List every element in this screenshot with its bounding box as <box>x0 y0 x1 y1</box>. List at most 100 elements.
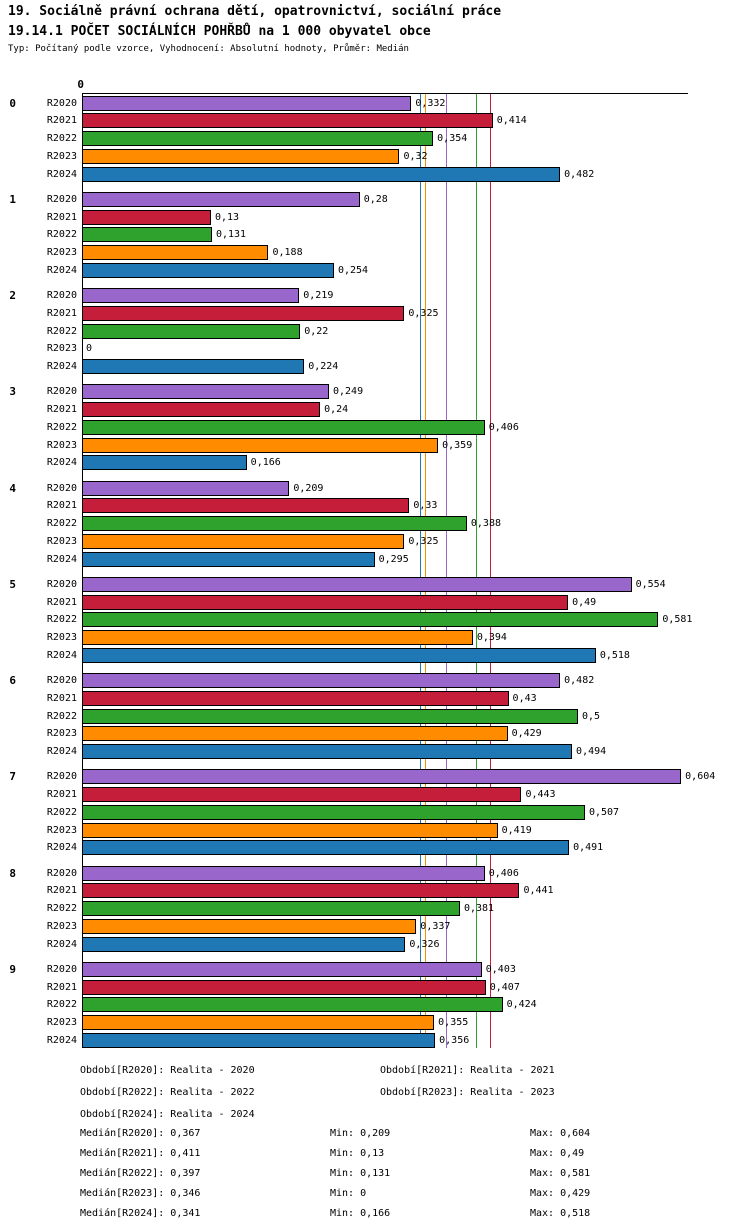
legend-item: Období[R2021]: Realita - 2021 <box>380 1065 555 1076</box>
bar-r2021 <box>82 113 493 129</box>
bar-r2020 <box>82 576 632 592</box>
bar-value-label: 0,406 <box>488 421 519 433</box>
chart-subtitle: Typ: Počítaný podle vzorce, Vyhodnocení:… <box>8 44 409 54</box>
stat-max: Max: 0,581 <box>530 1168 591 1179</box>
series-label: R2023 <box>46 632 77 643</box>
series-label: R2023 <box>46 150 77 162</box>
stat-min: Min: 0,131 <box>330 1168 391 1179</box>
bar-r2020 <box>82 191 360 207</box>
series-label: R2021 <box>46 307 77 319</box>
series-label: R2022 <box>46 903 77 914</box>
series-label: R2021 <box>46 500 77 512</box>
bar-r2024 <box>82 936 406 952</box>
bar-r2023 <box>82 437 439 453</box>
series-label: R2024 <box>46 1034 77 1046</box>
bar-value-label: 0,443 <box>525 789 556 800</box>
bar-r2020 <box>82 288 300 303</box>
bar-value-label: 0,224 <box>308 361 339 372</box>
series-label: R2022 <box>46 325 77 337</box>
bar-r2024 <box>82 647 596 663</box>
stat-median: Medián[R2024]: 0,341 <box>80 1208 201 1219</box>
bar-value-label: 0,49 <box>572 596 597 608</box>
bar-value-label: 0,24 <box>324 404 349 415</box>
bar-value-label: 0,131 <box>215 229 247 241</box>
bar-value-label: 0,32 <box>403 150 428 162</box>
bar-r2022 <box>82 323 301 339</box>
bar-value-label: 0,491 <box>573 842 604 854</box>
series-label: R2023 <box>46 920 77 932</box>
series-label: R2020 <box>46 675 77 686</box>
bar-r2022 <box>82 419 485 435</box>
series-label: R2022 <box>46 229 77 241</box>
series-label: R2023 <box>46 535 77 547</box>
chart-title: 19.14.1 POČET SOCIÁLNÍCH POHŘBŮ na 1 000… <box>8 24 431 39</box>
series-label: R2020 <box>46 867 77 879</box>
group-label: 2 <box>9 289 16 302</box>
bar-value-label: 0,381 <box>463 903 495 914</box>
group-label: 1 <box>9 192 16 206</box>
bar-value-label: 0,424 <box>506 999 537 1011</box>
series-label: R2022 <box>46 710 77 722</box>
bar-r2021 <box>82 979 486 995</box>
series-label: R2023 <box>46 439 77 451</box>
bar-r2022 <box>82 131 434 146</box>
median-line-r2021 <box>489 93 491 1048</box>
bar-value-label: 0,254 <box>337 264 369 276</box>
series-label: R2024 <box>46 264 77 276</box>
bar-r2023 <box>82 533 405 549</box>
series-label: R2021 <box>46 981 77 993</box>
series-label: R2022 <box>46 421 77 433</box>
bar-r2024 <box>82 359 305 374</box>
bar-r2021 <box>82 883 520 899</box>
series-label: R2021 <box>46 115 77 127</box>
bar-r2023 <box>82 630 473 645</box>
bar-r2024 <box>82 455 247 471</box>
bar-value-label: 0,219 <box>303 290 334 301</box>
stat-max: Max: 0,604 <box>530 1128 591 1139</box>
bar-value-label: 0,209 <box>293 482 324 494</box>
bar-r2022 <box>82 227 212 243</box>
bar-r2021 <box>82 402 321 417</box>
legend-item: Období[R2020]: Realita - 2020 <box>80 1065 255 1076</box>
bar-value-label: 0,407 <box>489 981 520 993</box>
stat-max: Max: 0,518 <box>530 1208 591 1219</box>
group-label: 4 <box>9 481 16 495</box>
bar-value-label: 0,441 <box>523 885 554 897</box>
bar-r2023 <box>82 245 269 260</box>
bar-value-label: 0,33 <box>413 500 438 512</box>
legend-item: Období[R2024]: Realita - 2024 <box>80 1109 255 1120</box>
bar-value-label: 0,326 <box>409 938 440 950</box>
bar-value-label: 0,494 <box>576 746 607 757</box>
series-label: R2024 <box>46 457 77 469</box>
bar-value-label: 0,554 <box>635 578 666 590</box>
series-label: R2020 <box>46 578 77 590</box>
series-label: R2021 <box>46 692 77 704</box>
bar-value-label: 0,332 <box>415 97 446 109</box>
series-label: R2022 <box>46 518 77 529</box>
stat-min: Min: 0,166 <box>330 1208 391 1219</box>
series-label: R2023 <box>46 247 77 258</box>
bar-value-label: 0,507 <box>588 806 620 818</box>
series-label: R2022 <box>46 806 77 818</box>
series-label: R2020 <box>46 97 77 109</box>
bar-value-label: 0,419 <box>501 824 532 836</box>
group-label: 8 <box>9 866 16 880</box>
bar-value-label: 0,403 <box>485 963 516 975</box>
bar-r2020 <box>82 673 561 688</box>
bar-r2024 <box>82 551 375 567</box>
series-label: R2024 <box>46 746 77 757</box>
bar-value-label: 0,13 <box>214 211 240 223</box>
bar-r2024 <box>82 262 334 278</box>
bar-r2021 <box>82 787 522 802</box>
legend-item: Období[R2023]: Realita - 2023 <box>380 1087 555 1098</box>
bar-r2021 <box>82 209 211 225</box>
bar-value-label: 0,354 <box>437 133 468 144</box>
series-label: R2023 <box>46 1017 77 1028</box>
bar-value-label: 0,429 <box>511 728 542 740</box>
y-axis-line <box>82 93 83 1048</box>
bar-value-label: 0,518 <box>599 649 630 661</box>
